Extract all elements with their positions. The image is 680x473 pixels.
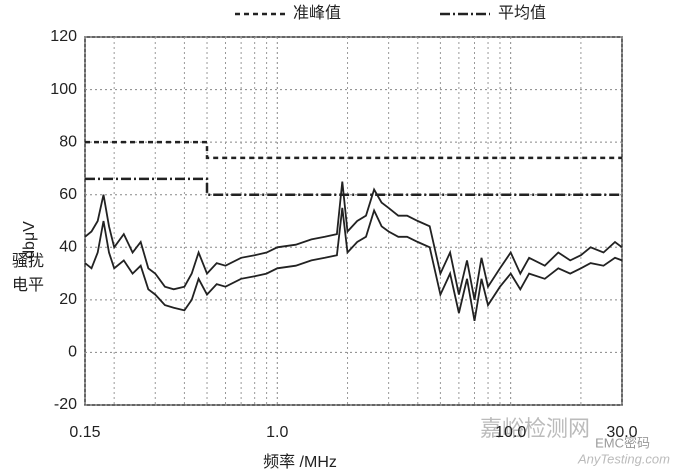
limit-line — [85, 140, 622, 160]
x-axis-label: 频率 /MHz — [263, 453, 337, 471]
y-axis-label-line: 骚扰 — [12, 252, 44, 270]
y-axis-label: dbμV — [21, 221, 38, 259]
limit-line — [85, 177, 622, 196]
x-tick-label: 10.0 — [495, 424, 526, 441]
x-tick-label: 30.0 — [606, 424, 637, 441]
data-line — [84, 181, 623, 301]
y-tick-label: 20 — [59, 291, 77, 308]
watermark: EMC密码 — [595, 435, 650, 450]
plot-frame — [84, 36, 623, 406]
y-tick-label: 40 — [59, 239, 77, 256]
legend-label: 准峰值 — [293, 4, 341, 22]
y-tick-label: 120 — [50, 28, 77, 45]
legend-label: 平均值 — [498, 4, 546, 22]
y-axis-label-line: 电平 — [12, 276, 44, 294]
data-line — [84, 207, 623, 322]
y-tick-label: -20 — [54, 396, 77, 413]
y-tick-label: 0 — [68, 344, 77, 361]
x-tick-label: 1.0 — [266, 424, 288, 441]
y-tick-label: 100 — [50, 81, 77, 98]
x-tick-label: 0.15 — [69, 424, 100, 441]
watermark: AnyTesting.com — [577, 451, 670, 466]
y-tick-label: 60 — [59, 186, 77, 203]
watermark: 嘉峪检测网 — [480, 416, 590, 441]
y-tick-label: 80 — [59, 133, 77, 150]
